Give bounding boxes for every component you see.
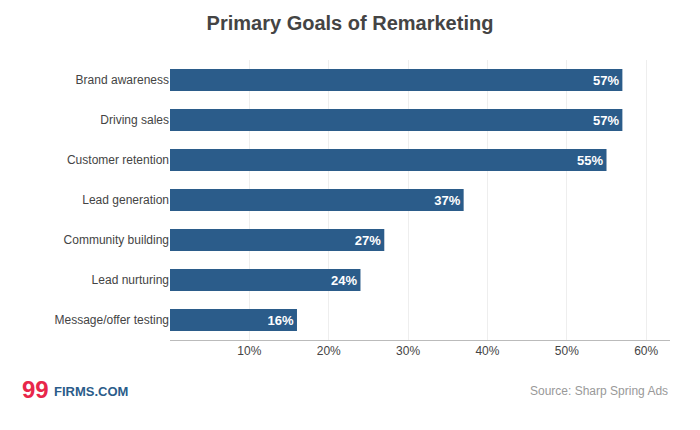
svg-text:50%: 50% (555, 344, 579, 358)
svg-text:27%: 27% (355, 233, 381, 248)
svg-text:Message/offer testing: Message/offer testing (54, 313, 169, 327)
svg-text:20%: 20% (317, 344, 341, 358)
svg-text:Source: Sharp Spring Ads: Source: Sharp Spring Ads (530, 384, 668, 398)
svg-text:99: 99 (22, 376, 49, 403)
svg-text:Lead nurturing: Lead nurturing (92, 273, 169, 287)
svg-text:10%: 10% (237, 344, 261, 358)
svg-text:Lead generation: Lead generation (82, 193, 169, 207)
svg-text:57%: 57% (593, 113, 619, 128)
svg-text:24%: 24% (331, 273, 357, 288)
svg-text:16%: 16% (268, 313, 294, 328)
svg-text:57%: 57% (593, 73, 619, 88)
svg-text:60%: 60% (634, 344, 658, 358)
svg-text:Community building: Community building (64, 233, 169, 247)
svg-text:FIRMS.COM: FIRMS.COM (54, 384, 128, 399)
svg-text:40%: 40% (475, 344, 499, 358)
svg-text:37%: 37% (434, 193, 460, 208)
svg-text:Customer retention: Customer retention (67, 153, 169, 167)
svg-text:Primary Goals of Remarketing: Primary Goals of Remarketing (207, 12, 494, 34)
svg-text:55%: 55% (577, 153, 603, 168)
svg-text:Brand awareness: Brand awareness (76, 73, 169, 87)
svg-text:30%: 30% (396, 344, 420, 358)
svg-text:Driving sales: Driving sales (100, 113, 169, 127)
